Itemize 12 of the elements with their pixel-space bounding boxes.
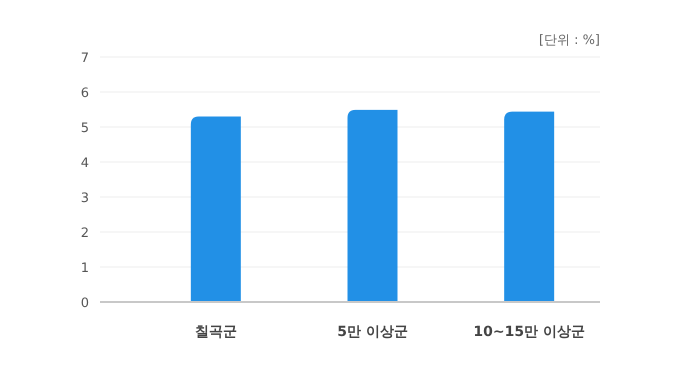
y-tick-label: 4 [80,156,89,171]
y-tick-label: 0 [80,296,89,311]
x-tick-label: 칠곡군 [194,324,237,340]
y-tick-label: 2 [80,226,89,241]
x-tick-label: 5만 이상군 [337,324,408,340]
y-tick-label: 6 [80,86,89,101]
y-tick-label: 5 [80,121,89,136]
y-tick-label: 1 [80,261,89,276]
y-tick-label: 7 [80,51,89,66]
text: [단위 : %] [538,33,600,48]
y-tick-label: 3 [80,191,89,206]
x-tick-label: 10~15만 이상군 [473,324,585,340]
